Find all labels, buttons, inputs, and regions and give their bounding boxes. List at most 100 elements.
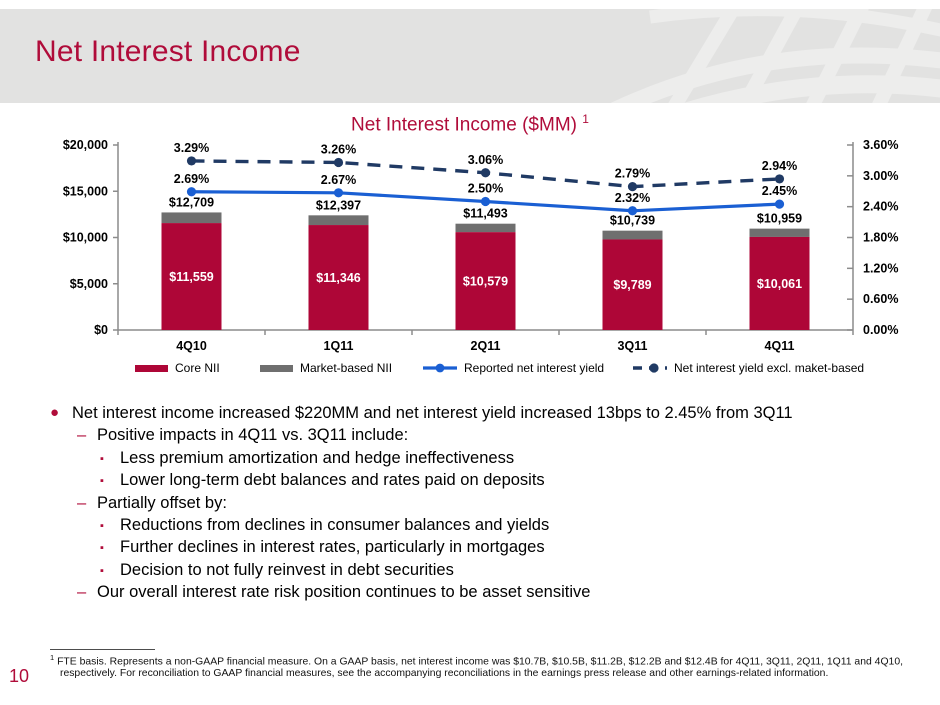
- right-axis-tick-label: 1.80%: [863, 231, 898, 245]
- reported-yield-value-label: 2.67%: [321, 173, 356, 187]
- market-based-nii-swatch: [260, 364, 293, 372]
- bullet-text: Partially offset by:: [97, 493, 227, 512]
- reported-yield-value-label: 2.50%: [468, 182, 503, 196]
- legend-label: Reported net interest yield: [464, 361, 605, 375]
- left-axis-tick-label: $0: [94, 323, 108, 337]
- total-nii-value-label: $12,397: [316, 198, 361, 212]
- bullet-item-level-3: ▪ Less premium amortization and hedge ine…: [34, 447, 914, 469]
- bullet-item-level-3: ▪ Decision to not fully reinvest in debt …: [34, 559, 914, 581]
- category-label: 1Q11: [324, 339, 354, 353]
- core-nii-bar-segment: [749, 236, 810, 330]
- core-nii-bar-segment: [308, 225, 369, 330]
- bullet-marker-icon: –: [77, 583, 87, 602]
- bullet-item-level-1: ● Net interest income increased $220MM an…: [34, 402, 914, 424]
- bullet-marker-icon: –: [77, 426, 87, 445]
- reported-yield-point: [186, 187, 197, 197]
- bullet-marker-icon: ●: [50, 404, 60, 421]
- bullet-item-level-2: – Our overall interest rate risk position…: [34, 581, 914, 603]
- dashed-line-marker-icon: [633, 363, 667, 373]
- brand-flag-swoosh-graphic: [610, 9, 940, 103]
- legend-label: Core NII: [175, 361, 220, 375]
- bullet-text: Positive impacts in 4Q11 vs. 3Q11 includ…: [97, 426, 409, 445]
- legend-item-yield-excl-market: Net interest yield excl. maket-based: [633, 359, 864, 377]
- bullet-item-level-3: ▪ Lower long-term debt balances and rates…: [34, 469, 914, 491]
- bullet-text: Net interest income increased $220MM and…: [72, 404, 793, 422]
- yield-excl-market-point: [480, 168, 491, 178]
- bullet-text: Lower long-term debt balances and rates …: [120, 471, 545, 490]
- chart-title-text: Net Interest Income ($MM): [351, 114, 577, 136]
- bullet-item-level-2: – Partially offset by:: [34, 492, 914, 514]
- left-axis-tick-label: $10,000: [63, 231, 108, 245]
- yield-excl-market-point: [333, 157, 344, 168]
- footnote-text: FTE basis. Represents a non-GAAP financi…: [57, 656, 903, 680]
- chart-title-footnote-marker: 1: [582, 112, 589, 126]
- total-nii-value-label: $10,959: [757, 212, 802, 226]
- bullet-marker-icon: ▪: [100, 542, 104, 555]
- right-axis-tick-label: 0.00%: [863, 323, 898, 337]
- left-axis-tick-label: $15,000: [63, 184, 108, 198]
- chart-legend: Core NII Market-based NII Reported net i…: [0, 359, 940, 379]
- market-based-nii-bar-segment: [455, 223, 516, 233]
- yield-excl-market-value-label: 3.29%: [174, 141, 209, 155]
- core-nii-value-label: $11,346: [316, 271, 361, 285]
- reported-yield-value-label: 2.45%: [762, 184, 797, 198]
- right-axis-tick-label: 0.60%: [863, 292, 898, 306]
- core-nii-value-label: $10,061: [757, 277, 802, 291]
- yield-excl-market-value-label: 2.79%: [615, 167, 650, 181]
- yield-excl-market-point: [627, 182, 638, 192]
- right-axis-tick-label: 3.00%: [863, 169, 898, 183]
- reported-yield-point: [480, 196, 491, 207]
- bullet-text: Decision to not fully reinvest in debt s…: [120, 560, 454, 579]
- core-nii-bar-segment: [161, 223, 222, 330]
- slide-title: Net Interest Income: [35, 35, 301, 68]
- yield-excl-market-value-label: 2.94%: [762, 159, 797, 173]
- market-based-nii-bar-segment: [308, 215, 369, 226]
- solid-line-marker-icon: [423, 363, 457, 373]
- market-based-nii-bar-segment: [161, 212, 222, 224]
- bullet-text: Our overall interest rate risk position …: [97, 583, 591, 602]
- market-based-nii-bar-segment: [749, 228, 810, 237]
- bullet-item-level-3: ▪ Reductions from declines in consumer ba…: [34, 514, 914, 536]
- commentary-bullet-list: ● Net interest income increased $220MM an…: [34, 402, 914, 604]
- total-nii-value-label: $10,739: [610, 214, 655, 228]
- right-axis-tick-label: 3.60%: [863, 138, 898, 152]
- bullet-text: Reductions from declines in consumer bal…: [120, 516, 550, 535]
- reported-yield-value-label: 2.69%: [174, 172, 209, 186]
- reported-yield-point: [774, 199, 785, 209]
- yield-excl-market-value-label: 3.06%: [468, 153, 503, 167]
- footnote-marker: 1: [50, 653, 55, 662]
- legend-label: Net interest yield excl. maket-based: [674, 361, 865, 375]
- core-nii-value-label: $11,559: [169, 270, 214, 284]
- bullet-marker-icon: ▪: [100, 475, 104, 488]
- category-label: 4Q11: [765, 339, 795, 353]
- category-label: 4Q10: [176, 339, 207, 353]
- market-based-nii-bar-segment: [602, 230, 663, 240]
- bullet-item-level-2: – Positive impacts in 4Q11 vs. 3Q11 inclu…: [34, 424, 914, 446]
- core-nii-value-label: $10,579: [463, 275, 508, 289]
- footnote-divider: [50, 649, 155, 650]
- chart-title: Net Interest Income ($MM) 1: [0, 112, 940, 136]
- net-interest-income-chart: $0 $5,000 $10,000 $15,000 $20,000 0.00% 0.60% 1…: [63, 138, 899, 353]
- core-nii-bar-segment: [455, 232, 516, 330]
- legend-label: Market-based NII: [300, 361, 393, 375]
- page-number: 10: [9, 666, 30, 686]
- left-axis-tick-label: $20,000: [63, 138, 108, 152]
- left-axis-tick-label: $5,000: [70, 277, 108, 291]
- bullet-marker-icon: ▪: [100, 452, 104, 465]
- reported-yield-point: [627, 206, 638, 216]
- legend-item-market-based-nii: Market-based NII: [260, 359, 392, 377]
- bullet-item-level-3: ▪ Further declines in interest rates, par…: [34, 536, 914, 558]
- bullet-marker-icon: ▪: [100, 520, 104, 533]
- yield-excl-market-point: [774, 174, 785, 184]
- bullet-marker-icon: ▪: [100, 564, 104, 577]
- legend-item-core-nii: Core NII: [135, 359, 220, 377]
- yield-excl-market-value-label: 3.26%: [321, 142, 356, 156]
- reported-yield-point: [333, 188, 344, 198]
- total-nii-value-label: $11,493: [463, 207, 508, 221]
- category-label: 3Q11: [618, 339, 648, 353]
- core-nii-bar-segment: [602, 239, 663, 330]
- core-nii-value-label: $9,789: [613, 278, 651, 292]
- bullet-text: Less premium amortization and hedge inef…: [120, 448, 515, 467]
- slide-header: Net Interest Income: [0, 9, 940, 103]
- category-label: 2Q11: [471, 339, 501, 353]
